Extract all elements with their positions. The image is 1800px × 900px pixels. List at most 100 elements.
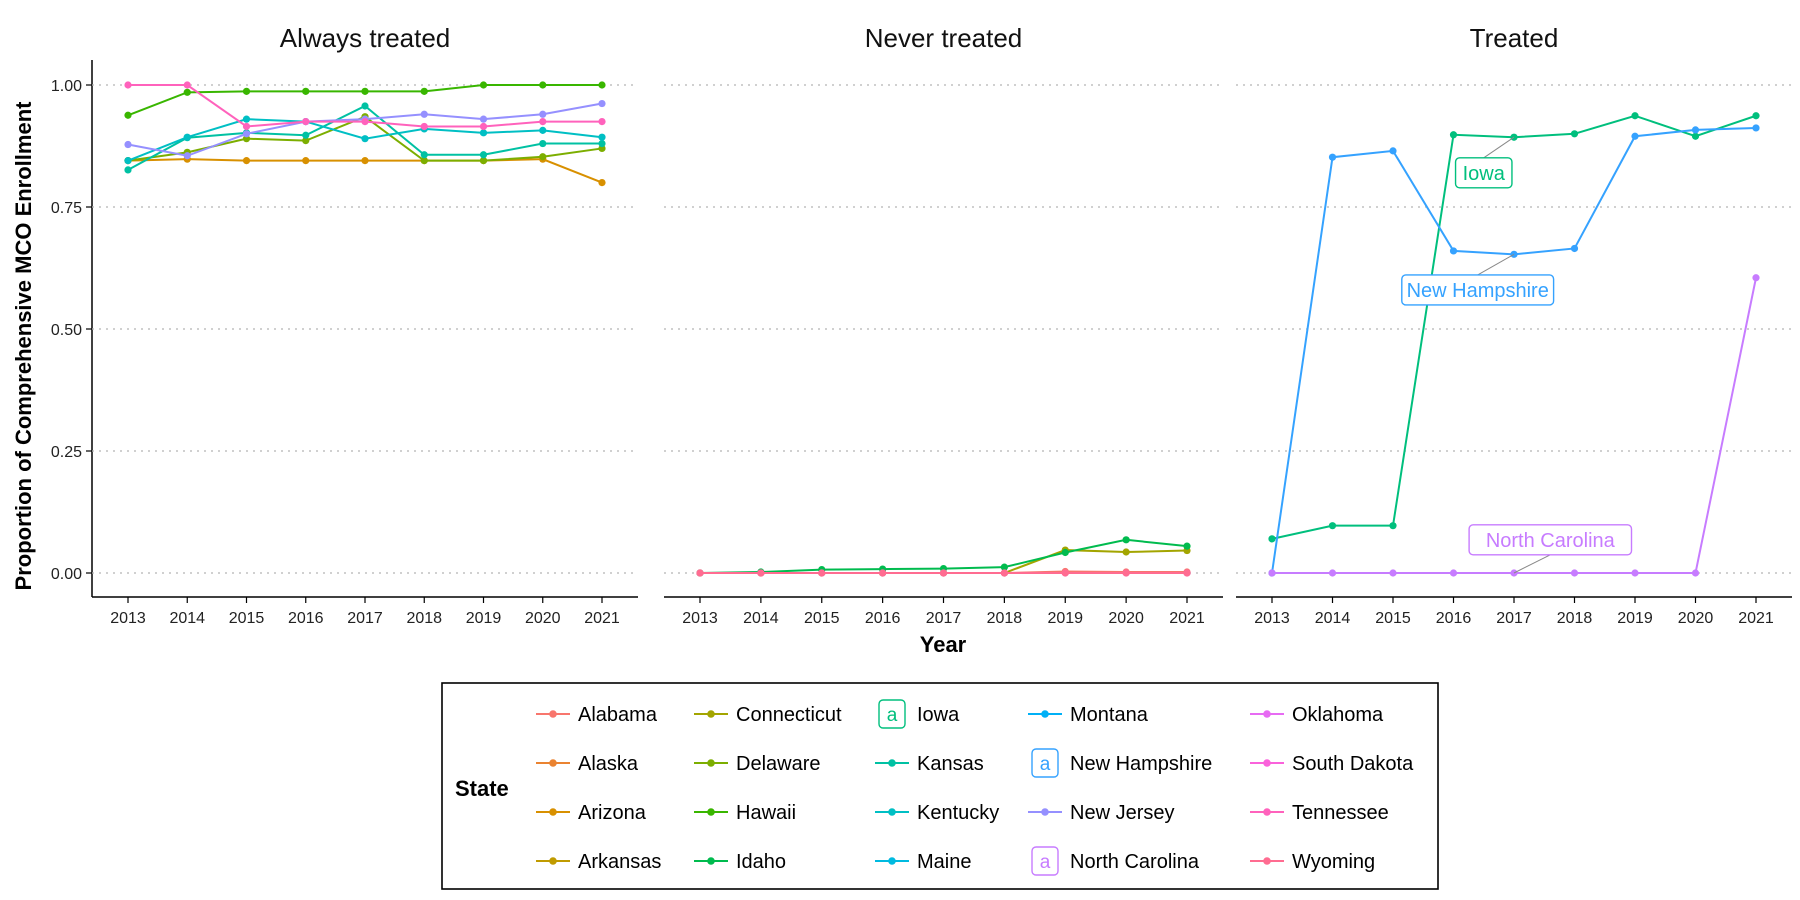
label-north-carolina: North Carolina	[1468, 524, 1633, 574]
legend-item-alabama: Alabama	[536, 704, 658, 726]
x-tick-label: 2021	[1738, 610, 1774, 627]
legend-item-kentucky: Kentucky	[875, 802, 999, 824]
legend-item-hawaii: Hawaii	[694, 802, 796, 824]
data-point	[1268, 569, 1276, 577]
legend-key-point	[549, 759, 557, 767]
data-point	[361, 102, 369, 110]
data-point	[598, 118, 606, 126]
series-line	[127, 102, 603, 157]
y-axis-label: Proportion of Comprehensive MCO Enrollme…	[11, 101, 36, 591]
legend-label: Kansas	[917, 753, 984, 775]
legend-label: Oklahoma	[1292, 704, 1384, 726]
x-tick-label: 2018	[987, 610, 1023, 627]
panel-treated: Treated 2013 2014 2015 2016 2017 2018 2019 2020 2…	[1236, 23, 1792, 627]
data-point	[183, 152, 191, 160]
data-point	[1631, 569, 1639, 577]
series-kentucky	[124, 115, 606, 165]
label-text: New Hampshire	[1407, 280, 1549, 302]
x-tick-label: 2019	[466, 610, 502, 627]
label-box	[1401, 274, 1555, 306]
legend-item-north-carolina: a North Carolina	[1031, 846, 1200, 876]
x-tick-label: 2020	[1678, 610, 1714, 627]
legend-key-point	[888, 808, 896, 816]
legend-item-alaska: Alaska	[536, 753, 639, 775]
data-point	[1752, 124, 1760, 132]
legend-item-wyoming: Wyoming	[1250, 851, 1375, 873]
data-point	[1122, 569, 1130, 577]
x-tick-label: 2013	[110, 610, 146, 627]
legend-key-point	[707, 759, 715, 767]
legend-label: Alabama	[578, 704, 658, 726]
series-line	[1271, 126, 1757, 574]
legend-key-point	[549, 710, 557, 718]
data-point	[1691, 569, 1700, 577]
data-point	[302, 118, 310, 126]
legend-label: Arizona	[578, 802, 647, 824]
legend-label: Hawaii	[736, 802, 796, 824]
legend-key-label	[1031, 748, 1059, 778]
legend-item-idaho: Idaho	[694, 851, 786, 873]
x-tick-label: 2019	[1047, 610, 1083, 627]
legend-label: South Dakota	[1292, 753, 1414, 775]
data-point	[1328, 569, 1337, 577]
x-tick-label: 2019	[1617, 610, 1653, 627]
data-point	[818, 569, 826, 577]
legend-box	[441, 682, 1439, 890]
panel-title: Always treated	[280, 23, 451, 53]
data-point	[479, 151, 488, 159]
panel-always-treated: Always treated 2013 2014 2015 2016 2017 2018 20…	[92, 23, 638, 627]
label-box	[1454, 157, 1513, 189]
data-point	[939, 569, 948, 577]
x-tick-label: 2015	[1375, 610, 1411, 627]
data-point	[1268, 535, 1276, 543]
data-point	[1691, 126, 1700, 134]
y-tick-label: 0.00	[51, 566, 82, 583]
data-point	[1122, 548, 1130, 556]
label-connector	[1483, 136, 1515, 159]
x-tick-label: 2015	[229, 610, 265, 627]
series-arizona	[124, 155, 606, 187]
data-point	[539, 110, 547, 118]
series-new-hampshire	[1268, 124, 1760, 577]
x-tick-label: 2016	[288, 610, 324, 627]
data-point	[598, 133, 606, 141]
label-new-hampshire: New Hampshire	[1401, 253, 1555, 306]
legend-item-kansas: Kansas	[875, 753, 984, 775]
data-point	[1570, 130, 1579, 138]
legend-label: Montana	[1070, 704, 1149, 726]
data-point	[183, 88, 191, 96]
data-point	[696, 569, 704, 577]
data-point	[1449, 247, 1458, 255]
legend-item-oklahoma: Oklahoma	[1250, 704, 1384, 726]
x-tick-label: 2016	[1436, 610, 1472, 627]
data-point	[1631, 132, 1639, 140]
data-point	[1752, 274, 1760, 282]
data-point	[124, 166, 132, 174]
label-box	[1468, 524, 1633, 556]
data-point	[598, 179, 606, 187]
data-point	[302, 87, 310, 95]
x-tick-label: 2018	[406, 610, 442, 627]
data-point	[1449, 569, 1458, 577]
legend-key-point	[707, 710, 715, 718]
data-point	[479, 115, 488, 123]
data-point	[539, 118, 547, 126]
x-tick-label: 2020	[1108, 610, 1144, 627]
legend-item-montana: Montana	[1028, 704, 1149, 726]
data-point	[1328, 522, 1337, 530]
legend-item-new-hampshire: a New Hampshire	[1031, 748, 1212, 778]
legend-item-south-dakota: South Dakota	[1250, 753, 1414, 775]
legend-item-arizona: Arizona	[536, 802, 647, 824]
data-point	[1691, 132, 1700, 140]
data-point	[361, 87, 369, 95]
legend-key-point	[549, 808, 557, 816]
legend-key-point	[888, 759, 896, 767]
data-point	[598, 99, 606, 108]
label-connector	[1477, 253, 1515, 276]
data-point	[1122, 536, 1130, 544]
x-tick-label: 2018	[1557, 610, 1593, 627]
legend-key-point	[1263, 808, 1271, 816]
legend-item-new-jersey: New Jersey	[1028, 802, 1174, 824]
x-tick-label: 2016	[865, 610, 901, 627]
data-point	[242, 122, 251, 131]
